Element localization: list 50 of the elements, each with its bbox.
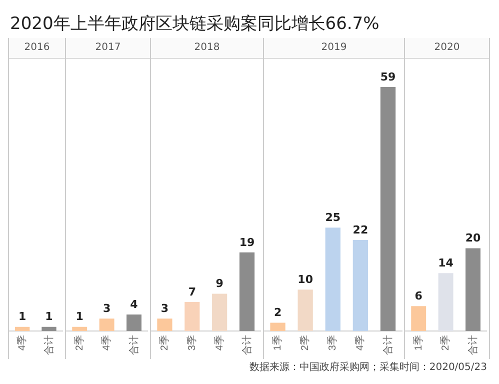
- data-label: 7: [188, 285, 196, 298]
- data-label: 10: [298, 273, 314, 286]
- data-label: 3: [160, 302, 169, 315]
- data-label: 1: [76, 310, 84, 324]
- source-note: 数据来源：中国政府采购网；采集时间：2020/05/23: [249, 360, 487, 374]
- x-tick-label: 合计: [42, 335, 55, 355]
- text: 2020年上半年政府区块链采购案同比增长66.7%: [10, 13, 380, 35]
- x-tick-label: 2季: [299, 335, 312, 351]
- bar: [184, 302, 200, 331]
- x-tick-label: 1季: [272, 335, 284, 351]
- bar: [212, 294, 228, 331]
- x-tick-label: 3季: [186, 335, 198, 351]
- x-tick-label: 4季: [354, 335, 366, 351]
- x-tick-label: 合计: [466, 335, 479, 355]
- x-tick-label: 合计: [382, 335, 394, 355]
- data-label: 2: [274, 306, 282, 320]
- x-tick-label: 1季: [412, 335, 424, 351]
- x-tick-label: 合计: [240, 335, 253, 355]
- data-label: 59: [380, 70, 396, 84]
- x-tick-label: 4季: [16, 335, 28, 351]
- data-label: 25: [325, 210, 341, 224]
- data-label: 19: [239, 236, 255, 249]
- chart-title: 2016: [9, 38, 65, 59]
- x-tick-label: 3季: [326, 335, 339, 351]
- bar: [325, 228, 340, 331]
- data-label: 20: [465, 232, 481, 245]
- x-tick-label: 2季: [73, 335, 86, 351]
- bar: [157, 318, 172, 331]
- data-label: 6: [414, 290, 423, 303]
- data-label: 14: [438, 256, 454, 270]
- chart-title: 2019: [264, 38, 404, 59]
- data-label: 3: [102, 302, 111, 315]
- bar: [270, 322, 286, 331]
- x-tick-label: 4季: [100, 335, 113, 351]
- data-label: 22: [352, 223, 368, 236]
- x-tick-label: 2季: [440, 335, 452, 351]
- bar: [298, 290, 313, 331]
- bar: [380, 87, 396, 331]
- chart-title: 2020: [405, 38, 489, 59]
- x-tick-label: 2季: [158, 335, 170, 351]
- data-label: 1: [45, 310, 53, 324]
- x-tick-label: 合计: [128, 335, 140, 355]
- bar: [352, 240, 368, 331]
- x-tick-label: 4季: [213, 335, 226, 351]
- data-label: 4: [130, 298, 138, 311]
- chart-title: 2018: [151, 38, 263, 59]
- data-label: 1: [18, 310, 26, 324]
- data-label: 9: [216, 277, 224, 290]
- chart-title: 2017: [66, 38, 150, 59]
- bar: [239, 252, 255, 331]
